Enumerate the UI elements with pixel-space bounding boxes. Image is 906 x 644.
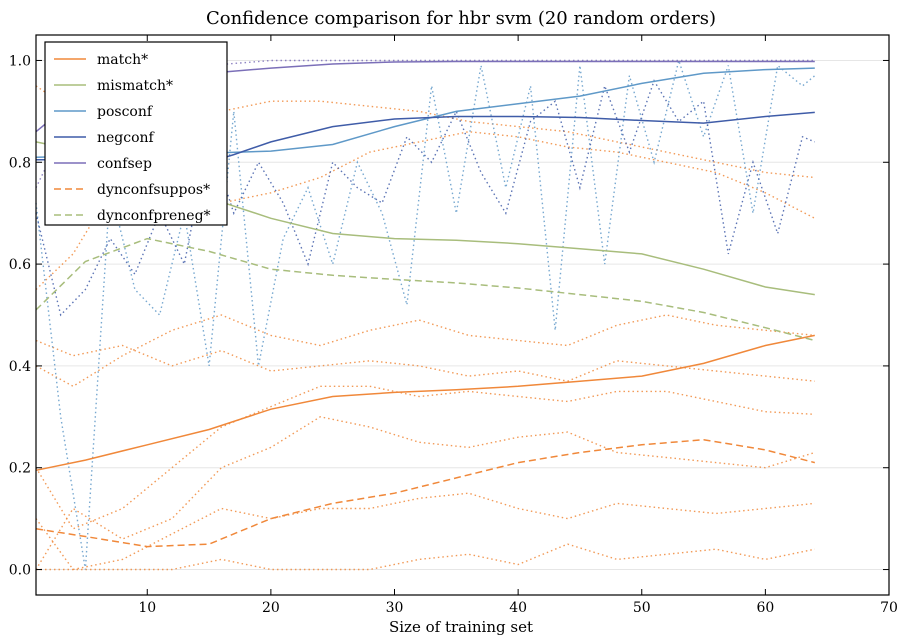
series-line (35, 334, 815, 472)
y-tick-label: 0.8 (9, 155, 31, 171)
x-tick-label: 40 (509, 600, 527, 616)
x-tick-label: 10 (138, 600, 156, 616)
x-tick-label: 20 (262, 600, 280, 616)
y-tick-label: 0.0 (9, 563, 31, 579)
background-series-line (35, 85, 815, 179)
y-tick-label: 0.6 (9, 257, 31, 273)
background-series-line (36, 543, 815, 571)
background-series-line (35, 339, 815, 382)
x-axis: 10 20 30 40 50 60 70 (138, 35, 898, 616)
background-series-line (35, 385, 815, 530)
background-series-line (35, 59, 815, 189)
legend-label: confsep (97, 156, 152, 172)
x-tick-label: 60 (756, 600, 774, 616)
series-line (35, 438, 815, 548)
legend-label: match* (97, 52, 148, 68)
legend-box (44, 41, 228, 226)
background-series-line (35, 314, 815, 388)
background-series-line (35, 492, 815, 571)
background-series-line (35, 79, 816, 317)
background-series-line (35, 57, 816, 570)
x-tick-label: 50 (633, 600, 651, 616)
series-line (35, 237, 815, 342)
plot-frame (35, 34, 890, 596)
x-tick-label: 70 (880, 600, 898, 616)
y-tick-label: 1.0 (9, 53, 31, 69)
legend-label: mismatch* (97, 78, 173, 94)
legend-label: dynconfpreneg* (97, 208, 211, 224)
x-tick-label: 30 (386, 600, 404, 616)
x-axis-label: Size of training set (389, 618, 533, 636)
y-axis: 0.0 0.2 0.4 0.6 0.8 1.0 (9, 53, 889, 579)
legend-label: posconf (97, 104, 154, 120)
legend: match* mismatch* posconf negconf confsep dync… (44, 41, 228, 226)
legend-label: negconf (97, 130, 156, 146)
chart-title: Confidence comparison for hbr svm (20 ra… (206, 8, 716, 29)
legend-label: dynconfsuppos* (97, 182, 210, 198)
y-tick-label: 0.2 (9, 461, 31, 477)
y-tick-label: 0.4 (9, 359, 31, 375)
